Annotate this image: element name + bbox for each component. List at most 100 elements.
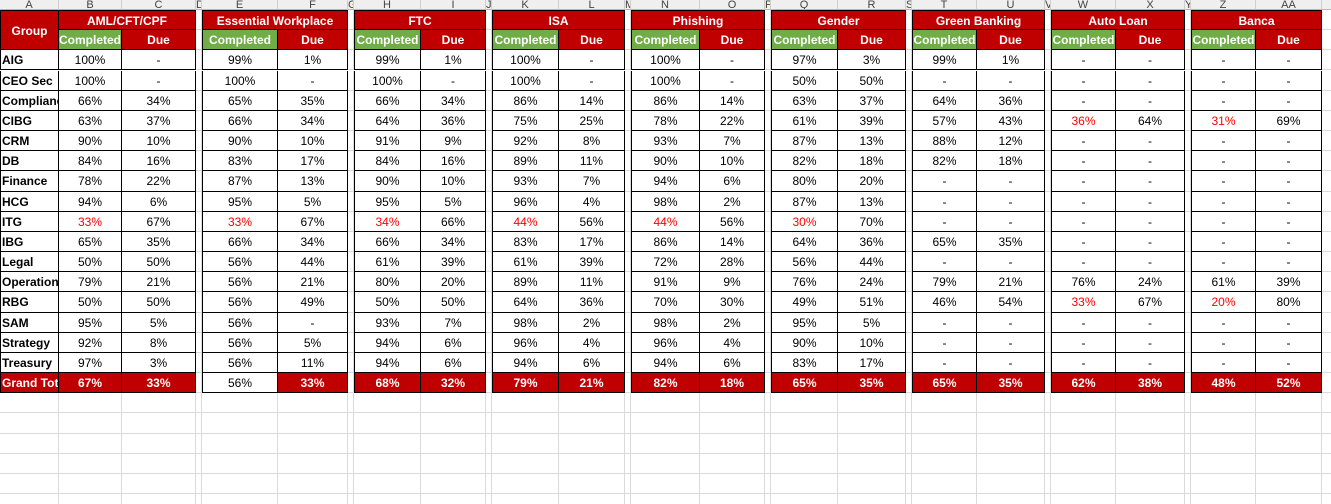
due-cell[interactable]: 35%	[122, 231, 196, 253]
completed-cell[interactable]: 61%	[1191, 272, 1256, 293]
sheet-cell[interactable]	[771, 494, 838, 504]
sheet-cell[interactable]	[906, 393, 912, 414]
due-cell[interactable]: 6%	[421, 352, 486, 374]
completed-cell[interactable]: 93%	[492, 171, 559, 192]
due-cell[interactable]: -	[1116, 171, 1185, 192]
completed-cell[interactable]: 87%	[771, 191, 838, 212]
sheet-cell[interactable]	[196, 473, 202, 495]
grand-total-due[interactable]: 35%	[977, 373, 1045, 394]
completed-cell[interactable]: 36%	[1051, 110, 1116, 131]
sheet-cell[interactable]	[59, 393, 122, 414]
sheet-cell[interactable]	[1322, 171, 1331, 192]
due-cell[interactable]: -	[977, 252, 1045, 273]
sheet-cell[interactable]	[906, 211, 912, 232]
column-header-b[interactable]: B	[59, 0, 122, 10]
due-cell[interactable]: -	[1116, 191, 1185, 212]
due-cell[interactable]: -	[1256, 50, 1322, 71]
sheet-cell[interactable]	[765, 292, 771, 313]
sheet-cell[interactable]	[838, 413, 906, 434]
sheet-cell[interactable]	[1185, 332, 1191, 353]
completed-cell[interactable]: 93%	[354, 312, 421, 333]
due-cell[interactable]: 17%	[559, 231, 625, 253]
column-header-h[interactable]: H	[354, 0, 421, 10]
sheet-cell[interactable]	[625, 90, 631, 111]
due-cell[interactable]: 18%	[838, 151, 906, 172]
column-header-w[interactable]: W	[1051, 0, 1116, 10]
sheet-cell[interactable]	[486, 252, 492, 273]
completed-cell[interactable]: -	[1191, 151, 1256, 172]
sheet-cell[interactable]	[196, 171, 202, 192]
sheet-cell[interactable]	[486, 433, 492, 454]
due-cell[interactable]: -	[1116, 151, 1185, 172]
sheet-cell[interactable]	[1185, 433, 1191, 454]
sheet-cell[interactable]	[906, 151, 912, 172]
sheet-cell[interactable]	[196, 110, 202, 131]
sheet-cell[interactable]	[906, 50, 912, 71]
sheet-cell[interactable]	[1116, 413, 1185, 434]
due-cell[interactable]: -	[1256, 131, 1322, 152]
sheet-cell[interactable]	[625, 332, 631, 353]
group-name-cell[interactable]: CIBG	[0, 110, 59, 131]
completed-cell[interactable]: 83%	[771, 352, 838, 374]
due-cell[interactable]: -	[1256, 231, 1322, 253]
sheet-cell[interactable]	[1191, 393, 1256, 414]
due-cell[interactable]: 39%	[559, 252, 625, 273]
completed-cell[interactable]: 87%	[202, 171, 278, 192]
completed-cell[interactable]: 84%	[354, 151, 421, 172]
sheet-cell[interactable]	[906, 171, 912, 192]
due-cell[interactable]: 7%	[421, 312, 486, 333]
due-cell[interactable]: 1%	[278, 50, 348, 71]
column-header-aa[interactable]: AA	[1256, 0, 1322, 10]
completed-cell[interactable]: -	[1191, 352, 1256, 374]
sheet-cell[interactable]	[348, 433, 354, 454]
sheet-cell[interactable]	[348, 312, 354, 333]
sheet-cell[interactable]	[625, 453, 631, 474]
completed-cell[interactable]: 100%	[492, 50, 559, 71]
sheet-cell[interactable]	[1185, 494, 1191, 504]
completed-cell[interactable]: 64%	[354, 110, 421, 131]
completed-cell[interactable]: -	[912, 191, 977, 212]
sheet-cell[interactable]	[202, 413, 278, 434]
due-cell[interactable]: 50%	[122, 292, 196, 313]
sheet-cell[interactable]	[0, 393, 59, 414]
column-header-ab[interactable]: AB	[1322, 0, 1331, 10]
sheet-cell[interactable]	[765, 413, 771, 434]
completed-cell[interactable]: 76%	[1051, 272, 1116, 293]
sheet-cell[interactable]	[196, 231, 202, 253]
sheet-cell[interactable]	[348, 373, 354, 394]
grand-total-due[interactable]: 52%	[1256, 373, 1322, 394]
due-cell[interactable]: 34%	[278, 231, 348, 253]
sheet-cell[interactable]	[1322, 393, 1331, 414]
sheet-cell[interactable]	[1045, 272, 1051, 293]
completed-cell[interactable]: 56%	[202, 272, 278, 293]
sheet-cell[interactable]	[700, 494, 765, 504]
sheet-cell[interactable]	[486, 272, 492, 293]
due-cell[interactable]: -	[1256, 332, 1322, 353]
sheet-cell[interactable]	[1256, 393, 1322, 414]
grand-total-completed[interactable]: 67%	[59, 373, 122, 394]
sheet-cell[interactable]	[977, 494, 1045, 504]
due-cell[interactable]: -	[977, 332, 1045, 353]
due-cell[interactable]: 50%	[122, 252, 196, 273]
due-cell[interactable]: 66%	[421, 211, 486, 232]
sheet-cell[interactable]	[912, 413, 977, 434]
due-cell[interactable]: -	[1256, 211, 1322, 232]
column-header-n[interactable]: N	[631, 0, 700, 10]
column-header-r[interactable]: R	[838, 0, 906, 10]
due-cell[interactable]: -	[122, 50, 196, 71]
completed-cell[interactable]: 82%	[912, 151, 977, 172]
completed-cell[interactable]: 70%	[631, 292, 700, 313]
due-cell[interactable]: 5%	[278, 332, 348, 353]
due-cell[interactable]: 22%	[700, 110, 765, 131]
sheet-cell[interactable]	[486, 231, 492, 253]
sheet-cell[interactable]	[486, 90, 492, 111]
completed-cell[interactable]: 56%	[202, 332, 278, 353]
completed-cell[interactable]: 66%	[354, 90, 421, 111]
completed-cell[interactable]: 94%	[59, 191, 122, 212]
sheet-cell[interactable]	[59, 473, 122, 495]
due-cell[interactable]: 14%	[559, 90, 625, 111]
sheet-cell[interactable]	[348, 292, 354, 313]
sheet-cell[interactable]	[1256, 473, 1322, 495]
sheet-cell[interactable]	[0, 494, 59, 504]
sheet-cell[interactable]	[771, 413, 838, 434]
